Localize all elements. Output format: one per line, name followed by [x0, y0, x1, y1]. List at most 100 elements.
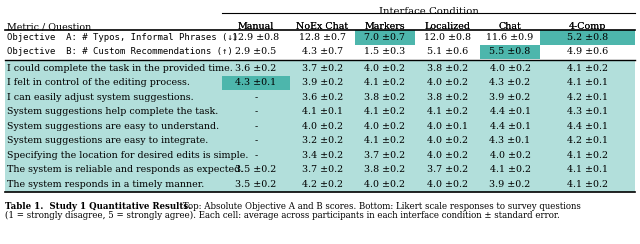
- Text: 4.0 ±0.2: 4.0 ±0.2: [365, 180, 406, 189]
- Text: Metric / Question: Metric / Question: [7, 22, 92, 31]
- Text: 4.0 ±0.2: 4.0 ±0.2: [427, 78, 468, 87]
- Text: 4.1 ±0.2: 4.1 ±0.2: [365, 136, 406, 145]
- Text: Top: Absolute Objective A and B scores. Bottom: Likert scale responses to survey: Top: Absolute Objective A and B scores. …: [180, 202, 581, 211]
- Text: 3.7 ±0.2: 3.7 ±0.2: [364, 151, 406, 160]
- Text: 4.1 ±0.2: 4.1 ±0.2: [365, 78, 406, 87]
- Text: 4.1 ±0.1: 4.1 ±0.1: [567, 165, 608, 174]
- Text: 4.1 ±0.2: 4.1 ±0.2: [490, 165, 531, 174]
- Text: 4.0 ±0.2: 4.0 ±0.2: [427, 151, 468, 160]
- Text: 2.9 ±0.5: 2.9 ±0.5: [236, 47, 276, 56]
- Text: Manual: Manual: [238, 22, 274, 31]
- Text: 4.1 ±0.2: 4.1 ±0.2: [365, 107, 406, 116]
- Text: Localized: Localized: [424, 22, 470, 31]
- Text: 4.0 ±0.2: 4.0 ±0.2: [365, 64, 406, 73]
- Text: 5.5 ±0.8: 5.5 ±0.8: [490, 47, 531, 56]
- Text: 4.0 ±0.2: 4.0 ±0.2: [490, 64, 531, 73]
- Text: I could complete the task in the provided time.: I could complete the task in the provide…: [7, 64, 233, 73]
- Text: 4.0 ±0.1: 4.0 ±0.1: [427, 122, 468, 131]
- Text: 4.0 ±0.2: 4.0 ±0.2: [302, 122, 343, 131]
- Text: 3.9 ±0.2: 3.9 ±0.2: [302, 78, 343, 87]
- Text: 4.1 ±0.2: 4.1 ±0.2: [427, 107, 468, 116]
- Text: 3.2 ±0.2: 3.2 ±0.2: [302, 136, 343, 145]
- Text: 4.3 ±0.7: 4.3 ±0.7: [302, 47, 343, 56]
- FancyBboxPatch shape: [5, 61, 635, 75]
- Text: 4.0 ±0.2: 4.0 ±0.2: [427, 180, 468, 189]
- Text: 3.7 ±0.2: 3.7 ±0.2: [302, 64, 343, 73]
- Text: 11.6 ±0.9: 11.6 ±0.9: [486, 33, 534, 42]
- FancyBboxPatch shape: [5, 75, 635, 90]
- Text: 4.2 ±0.1: 4.2 ±0.1: [567, 136, 608, 145]
- Text: 3.8 ±0.2: 3.8 ±0.2: [427, 64, 468, 73]
- Text: 4.1 ±0.2: 4.1 ±0.2: [567, 64, 608, 73]
- Text: 4-Comp: 4-Comp: [569, 22, 606, 31]
- Text: 7.0 ±0.7: 7.0 ±0.7: [365, 33, 406, 42]
- Text: -: -: [254, 93, 258, 102]
- Text: 3.6 ±0.2: 3.6 ±0.2: [236, 64, 276, 73]
- Text: 3.8 ±0.2: 3.8 ±0.2: [364, 165, 406, 174]
- Text: 12.0 ±0.8: 12.0 ±0.8: [424, 33, 471, 42]
- FancyBboxPatch shape: [222, 75, 290, 90]
- Text: The system is reliable and responds as expected.: The system is reliable and responds as e…: [7, 165, 243, 174]
- Text: 4.2 ±0.1: 4.2 ±0.1: [567, 93, 608, 102]
- Text: Specifying the location for desired edits is simple.: Specifying the location for desired edit…: [7, 151, 248, 160]
- Text: -: -: [254, 151, 258, 160]
- Text: System suggestions are easy to integrate.: System suggestions are easy to integrate…: [7, 136, 208, 145]
- FancyBboxPatch shape: [5, 148, 635, 163]
- Text: Interface Condition: Interface Condition: [379, 7, 479, 16]
- Text: 4.4 ±0.1: 4.4 ±0.1: [490, 107, 531, 116]
- Text: 3.7 ±0.2: 3.7 ±0.2: [427, 165, 468, 174]
- Text: 4.3 ±0.1: 4.3 ±0.1: [236, 78, 276, 87]
- Text: NoEx Chat: NoEx Chat: [296, 22, 349, 31]
- Text: 4-Comp: 4-Comp: [569, 22, 606, 31]
- FancyBboxPatch shape: [355, 30, 415, 44]
- Text: System suggestions are easy to understand.: System suggestions are easy to understan…: [7, 122, 219, 131]
- Text: 4.2 ±0.2: 4.2 ±0.2: [302, 180, 343, 189]
- Text: 3.9 ±0.2: 3.9 ±0.2: [490, 180, 531, 189]
- Text: 4.0 ±0.2: 4.0 ±0.2: [490, 151, 531, 160]
- Text: 12.9 ±0.8: 12.9 ±0.8: [232, 33, 280, 42]
- Text: I felt in control of the editing process.: I felt in control of the editing process…: [7, 78, 190, 87]
- Text: 3.6 ±0.2: 3.6 ±0.2: [302, 93, 343, 102]
- Text: 5.2 ±0.8: 5.2 ±0.8: [567, 33, 608, 42]
- FancyBboxPatch shape: [5, 133, 635, 148]
- Text: Chat: Chat: [499, 22, 522, 31]
- Text: 12.8 ±0.7: 12.8 ±0.7: [299, 33, 346, 42]
- Text: (1 = strongly disagree, 5 = strongly agree). Each cell: average across participa: (1 = strongly disagree, 5 = strongly agr…: [5, 211, 560, 220]
- Text: I can easily adjust system suggestions.: I can easily adjust system suggestions.: [7, 93, 194, 102]
- Text: Chat: Chat: [499, 22, 522, 31]
- Text: 4.3 ±0.2: 4.3 ±0.2: [490, 78, 531, 87]
- FancyBboxPatch shape: [5, 177, 635, 192]
- Text: -: -: [254, 107, 258, 116]
- FancyBboxPatch shape: [5, 90, 635, 104]
- Text: 3.7 ±0.2: 3.7 ±0.2: [302, 165, 343, 174]
- Text: 4.3 ±0.1: 4.3 ±0.1: [490, 136, 531, 145]
- Text: The system responds in a timely manner.: The system responds in a timely manner.: [7, 180, 204, 189]
- Text: 4.9 ±0.6: 4.9 ±0.6: [567, 47, 608, 56]
- FancyBboxPatch shape: [5, 104, 635, 119]
- Text: Objective  A: # Typos, Informal Phrases (↓): Objective A: # Typos, Informal Phrases (…: [7, 33, 238, 42]
- Text: Markers: Markers: [365, 22, 405, 31]
- Text: -: -: [254, 136, 258, 145]
- Text: Markers: Markers: [365, 22, 405, 31]
- Text: 4.1 ±0.2: 4.1 ±0.2: [567, 151, 608, 160]
- Text: 4.0 ±0.2: 4.0 ±0.2: [427, 136, 468, 145]
- Text: -: -: [254, 122, 258, 131]
- Text: Objective  B: # Custom Recommendations (↑): Objective B: # Custom Recommendations (↑…: [7, 47, 233, 56]
- Text: System suggestions help complete the task.: System suggestions help complete the tas…: [7, 107, 218, 116]
- Text: NoEx Chat: NoEx Chat: [296, 22, 349, 31]
- Text: Table 1.  Study 1 Quantitative Results.: Table 1. Study 1 Quantitative Results.: [5, 202, 191, 211]
- FancyBboxPatch shape: [540, 30, 635, 44]
- Text: Localized: Localized: [424, 22, 470, 31]
- Text: 3.9 ±0.2: 3.9 ±0.2: [490, 93, 531, 102]
- Text: 3.5 ±0.2: 3.5 ±0.2: [236, 165, 276, 174]
- Text: 5.1 ±0.6: 5.1 ±0.6: [427, 47, 468, 56]
- Text: 4.1 ±0.1: 4.1 ±0.1: [302, 107, 343, 116]
- Text: 3.8 ±0.2: 3.8 ±0.2: [364, 93, 406, 102]
- Text: 3.5 ±0.2: 3.5 ±0.2: [236, 180, 276, 189]
- FancyBboxPatch shape: [5, 119, 635, 133]
- Text: 3.4 ±0.2: 3.4 ±0.2: [302, 151, 343, 160]
- Text: 4.1 ±0.2: 4.1 ±0.2: [567, 180, 608, 189]
- FancyBboxPatch shape: [5, 163, 635, 177]
- Text: 4.1 ±0.1: 4.1 ±0.1: [567, 78, 608, 87]
- Text: 4.4 ±0.1: 4.4 ±0.1: [567, 122, 608, 131]
